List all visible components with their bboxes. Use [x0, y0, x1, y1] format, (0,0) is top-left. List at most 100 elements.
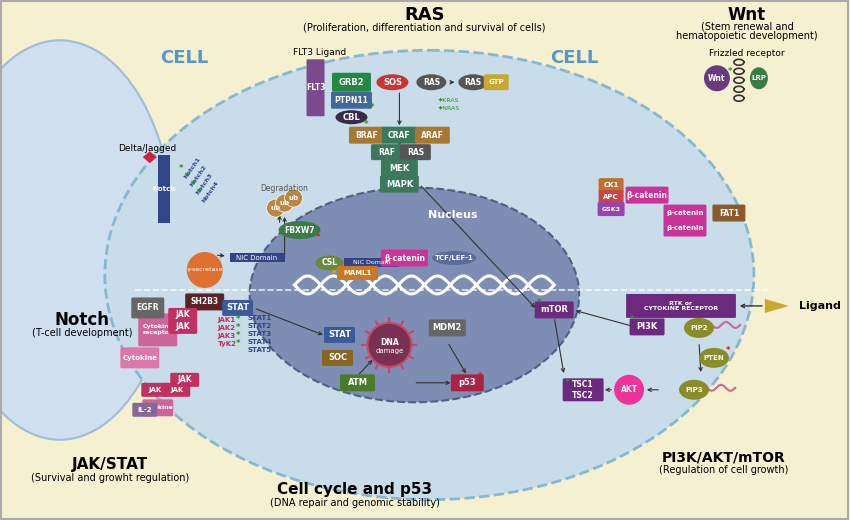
FancyBboxPatch shape — [626, 187, 668, 204]
Text: *: * — [630, 316, 634, 324]
Text: ARAF: ARAF — [421, 131, 444, 140]
Text: CRAF: CRAF — [388, 131, 411, 140]
Ellipse shape — [377, 74, 408, 90]
Text: BRAF: BRAF — [355, 131, 378, 140]
Text: STAT1: STAT1 — [247, 315, 272, 321]
Text: Notch1: Notch1 — [183, 157, 201, 180]
Text: JAK1: JAK1 — [218, 317, 235, 323]
Text: PTEN: PTEN — [704, 355, 724, 361]
Text: *: * — [235, 331, 240, 341]
Text: STAT2: STAT2 — [247, 323, 272, 329]
Text: PIP3: PIP3 — [685, 387, 703, 393]
Text: TCF/LEF-1: TCF/LEF-1 — [435, 255, 473, 261]
Circle shape — [267, 199, 285, 217]
Text: STAT5: STAT5 — [247, 347, 272, 353]
Ellipse shape — [105, 50, 754, 500]
FancyBboxPatch shape — [712, 204, 745, 222]
Text: JAK2: JAK2 — [218, 325, 235, 331]
Text: MDM2: MDM2 — [433, 323, 462, 332]
Text: Cytokine: Cytokine — [142, 405, 173, 410]
Text: IL-2: IL-2 — [138, 407, 152, 413]
Text: Cytokine
receptor: Cytokine receptor — [142, 324, 173, 335]
Ellipse shape — [433, 251, 476, 265]
Text: Degradation: Degradation — [261, 184, 309, 192]
Text: *: * — [316, 232, 320, 241]
Text: CBL: CBL — [343, 113, 360, 122]
Text: ub: ub — [270, 205, 280, 211]
FancyBboxPatch shape — [322, 350, 353, 366]
FancyBboxPatch shape — [139, 314, 178, 346]
Text: Delta/Jagged: Delta/Jagged — [117, 144, 176, 153]
Text: *: * — [537, 298, 541, 307]
Text: *: * — [371, 103, 375, 112]
Text: FBXW7: FBXW7 — [284, 226, 314, 235]
Text: SOS: SOS — [382, 78, 402, 87]
Text: *: * — [178, 164, 183, 173]
Text: (Survival and growht regulation): (Survival and growht regulation) — [31, 473, 189, 483]
Text: β-catenin: β-catenin — [666, 210, 704, 216]
Text: RAS: RAS — [404, 6, 445, 24]
FancyBboxPatch shape — [664, 219, 706, 237]
FancyBboxPatch shape — [133, 403, 157, 417]
Text: RAF: RAF — [378, 148, 395, 157]
FancyBboxPatch shape — [400, 144, 431, 160]
Text: JAK: JAK — [148, 387, 162, 393]
Text: FLT3: FLT3 — [306, 83, 326, 92]
Text: STAT: STAT — [328, 330, 351, 340]
Text: NIC Domain: NIC Domain — [236, 255, 277, 261]
Polygon shape — [143, 151, 156, 163]
FancyBboxPatch shape — [185, 293, 224, 310]
Text: CSL: CSL — [321, 258, 337, 267]
FancyBboxPatch shape — [664, 204, 706, 222]
Text: Frizzled receptor: Frizzled receptor — [709, 49, 785, 58]
FancyBboxPatch shape — [380, 176, 419, 192]
Circle shape — [187, 252, 223, 288]
Text: STAT4: STAT4 — [247, 339, 272, 345]
Text: Notch: Notch — [54, 311, 110, 329]
Bar — [230, 253, 285, 262]
Text: GSK3: GSK3 — [602, 206, 620, 212]
Text: STAT3: STAT3 — [247, 331, 272, 337]
Text: FAT1: FAT1 — [719, 209, 739, 217]
Ellipse shape — [679, 380, 709, 400]
Text: (Stem renewal and: (Stem renewal and — [700, 21, 793, 31]
Text: *: * — [478, 372, 483, 381]
FancyBboxPatch shape — [626, 294, 736, 318]
FancyBboxPatch shape — [337, 266, 378, 280]
Text: CK1: CK1 — [604, 182, 619, 188]
Text: ✦NRAS: ✦NRAS — [438, 106, 460, 111]
Text: *: * — [190, 179, 195, 189]
Text: *: * — [235, 316, 240, 324]
Text: EGFR: EGFR — [137, 304, 159, 313]
Text: Wnt: Wnt — [728, 6, 766, 24]
Text: JAK: JAK — [175, 322, 190, 331]
Text: RAS: RAS — [465, 78, 482, 87]
Ellipse shape — [250, 188, 579, 402]
Text: (Regulation of cell growth): (Regulation of cell growth) — [660, 465, 789, 475]
FancyBboxPatch shape — [332, 73, 371, 92]
Text: SH2B3: SH2B3 — [190, 297, 218, 306]
FancyBboxPatch shape — [142, 399, 173, 417]
Text: *: * — [235, 340, 240, 348]
Text: Notch3: Notch3 — [195, 172, 213, 196]
Text: Wnt: Wnt — [708, 74, 726, 83]
Text: β-catenin: β-catenin — [384, 254, 425, 263]
Ellipse shape — [336, 110, 367, 124]
Text: AKT: AKT — [620, 385, 638, 394]
FancyBboxPatch shape — [598, 202, 625, 216]
FancyBboxPatch shape — [598, 190, 624, 204]
Text: MAPK: MAPK — [386, 179, 413, 189]
Circle shape — [285, 189, 303, 207]
Text: *: * — [235, 323, 240, 332]
FancyBboxPatch shape — [382, 127, 416, 144]
FancyBboxPatch shape — [484, 74, 509, 90]
FancyBboxPatch shape — [349, 127, 384, 144]
FancyBboxPatch shape — [131, 297, 164, 318]
FancyBboxPatch shape — [598, 178, 624, 192]
Text: JAK: JAK — [170, 387, 184, 393]
Text: MEK: MEK — [389, 164, 410, 173]
Text: *: * — [196, 188, 201, 197]
Ellipse shape — [416, 74, 446, 90]
Text: *: * — [364, 120, 369, 129]
Text: TyK2: TyK2 — [218, 341, 236, 347]
